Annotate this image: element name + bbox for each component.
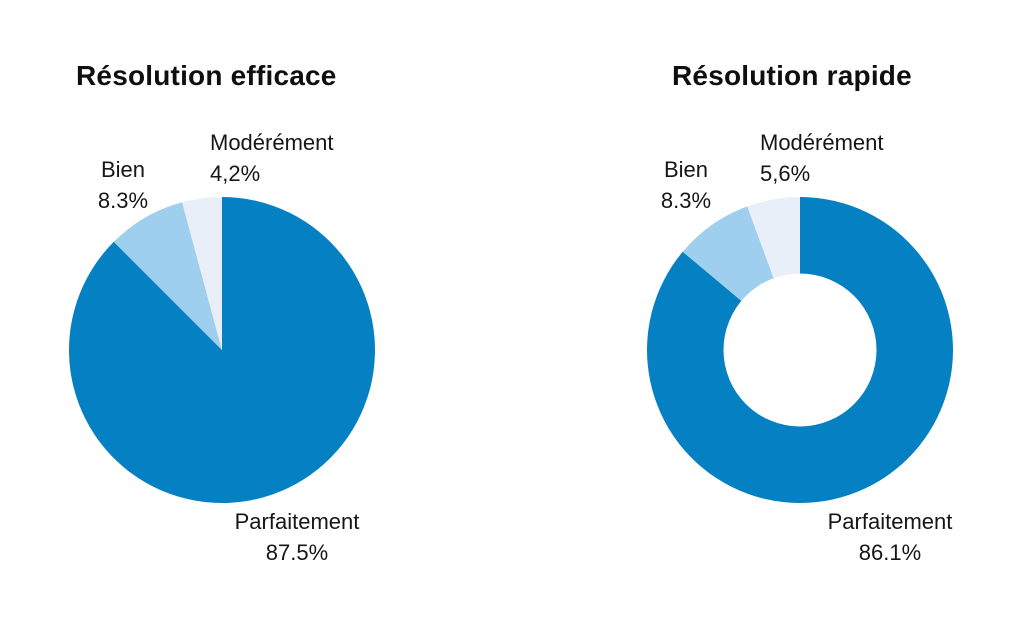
slice-label-moderement: Modérément 4,2% xyxy=(210,128,334,190)
slice-value-text: 8.3% xyxy=(97,187,149,213)
slice-value-text: 86.1% xyxy=(858,539,922,565)
slice-label-parfaitement: Parfaitement 86.1% xyxy=(790,507,990,569)
donut-chart-rapide xyxy=(647,197,953,503)
donut-hole xyxy=(723,273,877,427)
slice-label-bien: Bien 8.3% xyxy=(636,155,736,217)
chart-title-rapide: Résolution rapide xyxy=(672,60,912,91)
slice-value-text: 5,6% xyxy=(760,160,811,186)
slice-label-moderement: Modérément 5,6% xyxy=(760,128,884,190)
slice-label-text: Bien xyxy=(663,157,709,182)
slice-label-bien: Bien 8.3% xyxy=(73,155,173,217)
slice-label-parfaitement: Parfaitement 87.5% xyxy=(197,507,397,569)
chart-panel-rapide: Résolution rapide Modérément 5,6% Bien 8… xyxy=(512,0,1024,630)
slice-label-text: Modérément xyxy=(210,130,334,155)
slice-label-text: Modérément xyxy=(760,130,884,155)
chart-title-efficace: Résolution efficace xyxy=(76,60,337,91)
slice-value-text: 4,2% xyxy=(210,160,261,186)
slice-value-text: 8.3% xyxy=(660,187,712,213)
slice-value-text: 87.5% xyxy=(265,539,329,565)
pie-chart-efficace xyxy=(69,197,375,503)
slice-label-text: Bien xyxy=(100,157,146,182)
pie-slice-parfaitement xyxy=(69,197,375,503)
chart-panel-efficace: Résolution efficace Modérément 4,2% Bien… xyxy=(69,60,397,569)
pie-slice-bien xyxy=(113,202,222,350)
slice-label-text: Parfaitement xyxy=(234,509,360,534)
slice-label-text: Parfaitement xyxy=(827,509,953,534)
pie-slice-moderement xyxy=(182,197,222,350)
